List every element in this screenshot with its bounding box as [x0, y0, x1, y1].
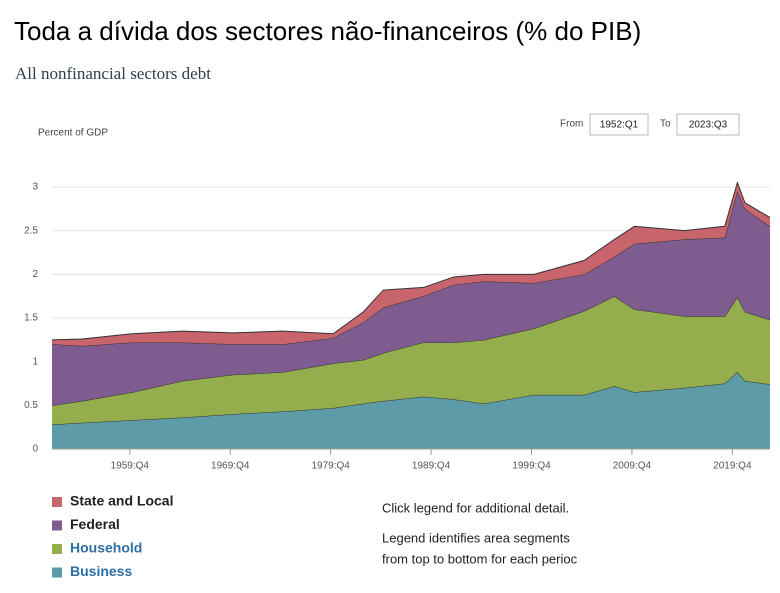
legend-swatch[interactable]	[52, 497, 62, 507]
area	[52, 191, 770, 406]
x-tick-label: 1979:Q4	[311, 461, 350, 472]
x-tick-label: 1959:Q4	[111, 461, 150, 472]
x-tick-label: 1989:Q4	[412, 461, 451, 472]
y-tick-label: 1.5	[24, 313, 38, 324]
y-tick-label: 0.5	[24, 400, 38, 411]
note: from top to bottom for each perioc	[382, 551, 578, 566]
y-tick-label: 0	[32, 444, 38, 455]
note: Click legend for additional detail.	[382, 500, 569, 515]
x-tick-label: 2009:Q4	[613, 461, 652, 472]
area	[52, 372, 770, 449]
legend-label[interactable]: State and Local	[70, 493, 173, 509]
legend-swatch[interactable]	[52, 544, 62, 554]
from-input[interactable]	[589, 113, 649, 136]
area	[52, 296, 770, 425]
from-label: From	[560, 119, 583, 130]
to-value[interactable]: 2023:Q3	[689, 120, 728, 131]
x-tick-label: 1999:Q4	[512, 461, 551, 472]
to-label: To	[660, 119, 671, 130]
area-edge	[51, 181, 771, 341]
legend-label[interactable]: Business	[70, 563, 132, 579]
y-tick-label: 1	[32, 356, 38, 367]
y-tick-label: 2	[32, 269, 38, 280]
legend-label[interactable]: Federal	[70, 516, 120, 532]
y-tick-label: 3	[32, 182, 38, 193]
x-tick-label: 1969:Q4	[211, 461, 250, 472]
y-tick-label: 2.5	[24, 225, 38, 236]
chart-subtitle: All nonfinancial sectors debt	[15, 64, 211, 83]
to-input[interactable]	[676, 113, 740, 136]
chart-title: Toda a dívida dos sectores não-financeir…	[14, 16, 641, 46]
legend-swatch[interactable]	[52, 520, 62, 531]
note: Legend identifies area segments	[382, 530, 570, 545]
x-tick-label: 2019:Q4	[713, 461, 752, 472]
area-edge	[51, 371, 771, 426]
y-axis-label: Percent of GDP	[38, 128, 108, 139]
legend-swatch[interactable]	[52, 567, 62, 578]
legend-label[interactable]: Household	[70, 540, 142, 556]
from-value[interactable]: 1952:Q1	[600, 120, 639, 131]
